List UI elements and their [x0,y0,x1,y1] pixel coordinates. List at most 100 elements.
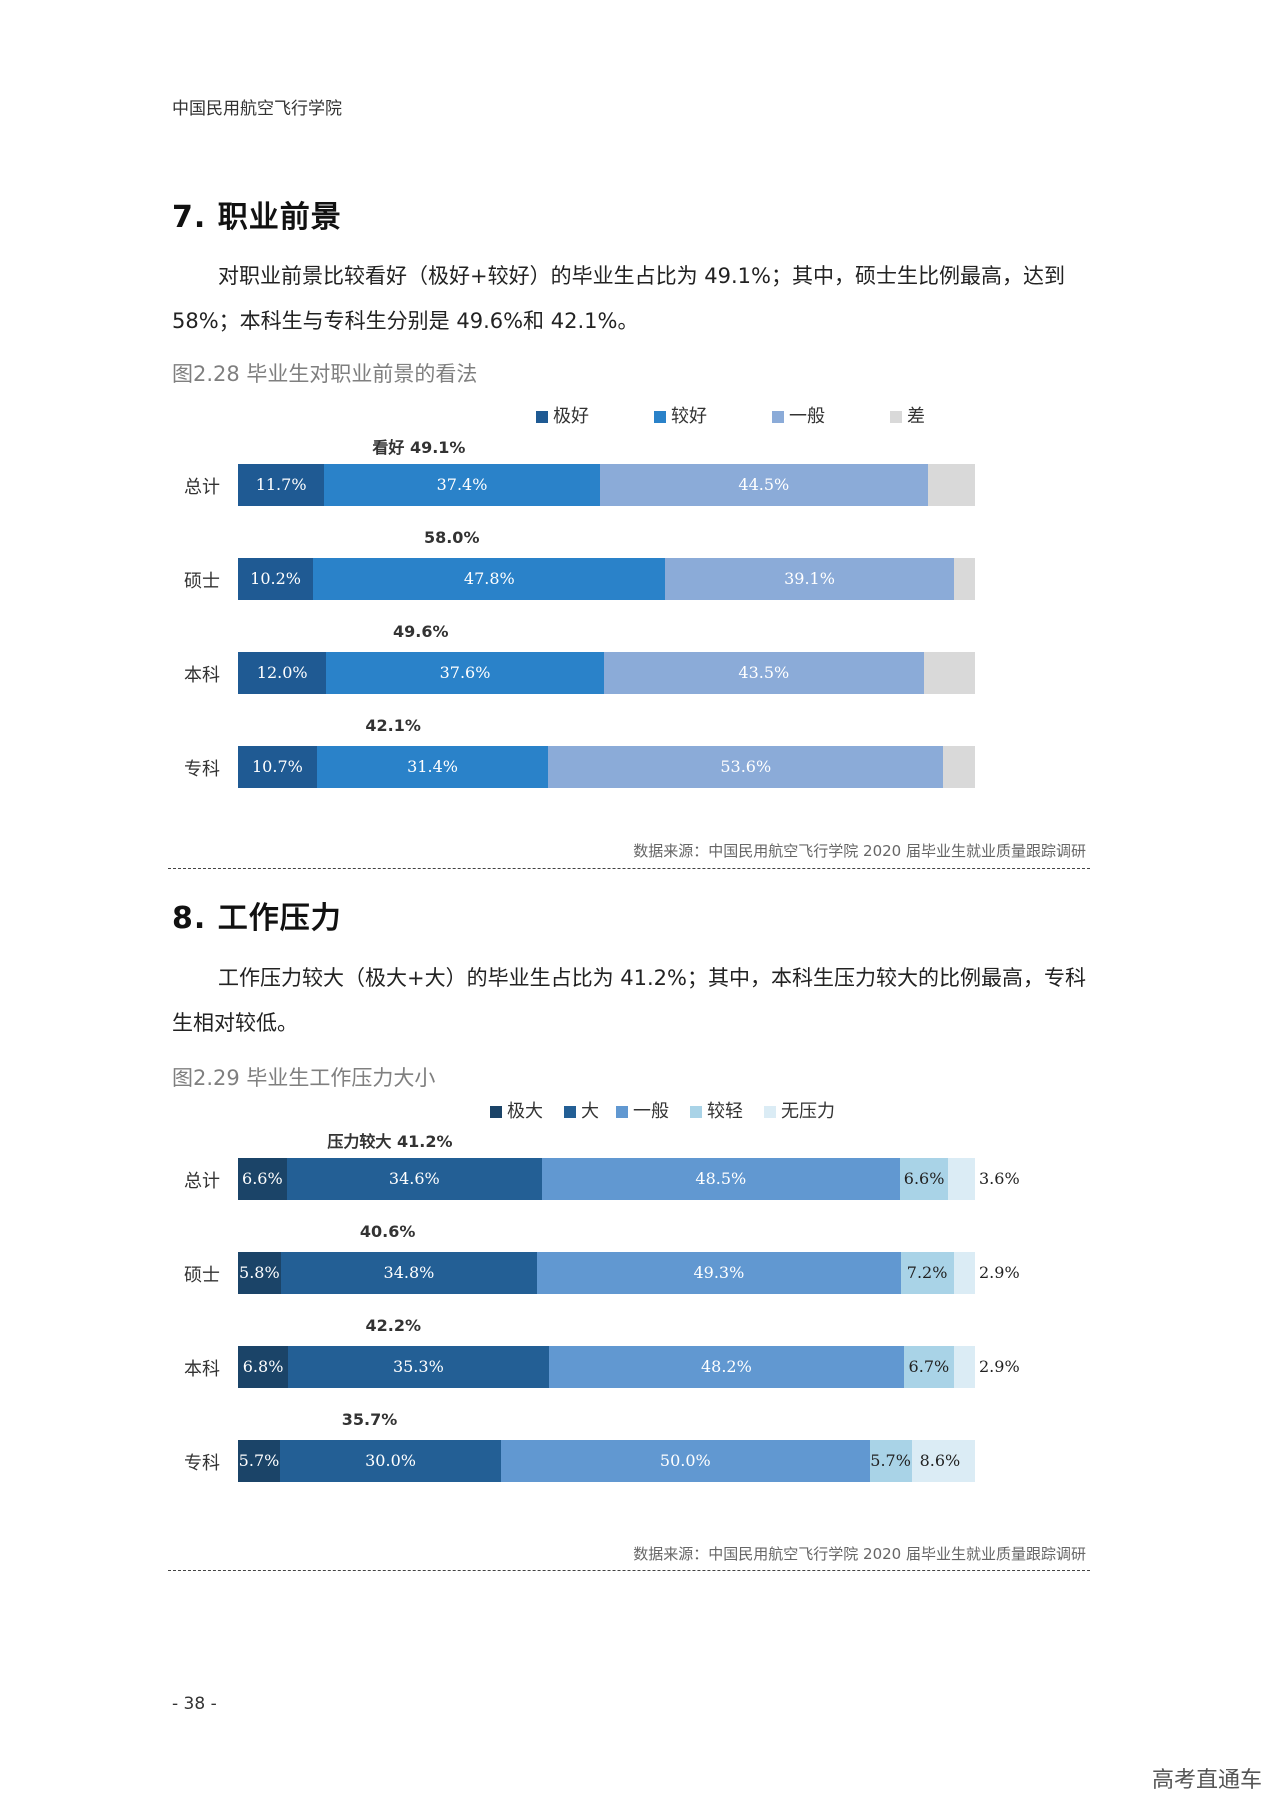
bar-segment: 30.0% [280,1440,502,1482]
data-label: 50.0% [659,1451,711,1470]
aggregate-label: 压力较大 41.2% [327,1132,453,1151]
legend-label: 一般 [633,1101,669,1122]
data-label: 6.6% [242,1169,283,1188]
legend-item: 极好 [536,402,589,428]
bar-segment: 11.7% [238,464,325,506]
legend-swatch [890,411,902,423]
aggregate-label: 49.6% [393,622,449,641]
bar-segment: 37.6% [326,652,604,694]
bar-segment: 44.5% [599,464,928,506]
data-label: 11.7% [255,475,307,494]
legend-swatch [764,1106,776,1118]
stacked-bar: 6.8% 35.3% 48.2% 6.7% [238,1346,975,1388]
bar-segment: 5.7% [869,1440,912,1482]
data-source-note: 数据来源：中国民用航空飞行学院 2020 届毕业生就业质量跟踪调研 [633,1545,1086,1563]
category-label: 专科 [184,759,220,780]
data-label: 35.3% [392,1357,444,1376]
bar-segment: 34.6% [286,1158,542,1200]
data-label: 8.6% [919,1451,961,1470]
data-label: 44.5% [738,475,790,494]
data-label: 6.8% [242,1357,284,1376]
legend-item: 极大 [490,1097,543,1123]
legend-item: 较轻 [690,1097,743,1123]
figure-title-2-29: 图2.29 毕业生工作压力大小 [172,1066,436,1090]
data-label: 47.8% [463,569,515,588]
data-label: 10.2% [250,569,301,588]
legend-label: 差 [907,406,925,427]
bar-segment: 7.2% [900,1252,954,1294]
legend-label: 较好 [671,406,707,427]
data-label: 49.3% [693,1263,745,1282]
stacked-bar: 12.0% 37.6% 43.5% [238,652,975,694]
legend-item: 差 [890,402,925,428]
bar-segment [943,746,975,788]
data-label: 12.0% [256,663,308,682]
bar-segment [924,652,975,694]
bar-segment: 6.7% [904,1346,954,1388]
bar-segment: 48.2% [548,1346,905,1388]
bar-segment: 31.4% [316,746,549,788]
section-paragraph-work-pressure: 工作压力较大（极大+大）的毕业生占比为 41.2%；其中，本科生压力较大的比例最… [172,956,1102,1046]
aggregate-label: 42.1% [365,716,421,735]
data-source-note: 数据来源：中国民用航空飞行学院 2020 届毕业生就业质量跟踪调研 [633,842,1086,860]
bar-segment [948,1158,975,1200]
legend-item: 较好 [654,402,707,428]
figure-title-2-28: 图2.28 毕业生对职业前景的看法 [172,362,478,386]
legend-item: 一般 [772,402,825,428]
stacked-bar: 5.7% 30.0% 50.0% 5.7% [238,1440,975,1482]
legend-label: 极大 [507,1101,543,1122]
stacked-bar: 10.7% 31.4% 53.6% [238,746,975,788]
bar-segment: 10.2% [238,558,314,600]
legend-swatch [654,411,666,423]
data-label: 37.4% [436,475,488,494]
section-divider [168,1570,1090,1571]
bar-segment: 5.7% [238,1440,280,1482]
legend-swatch [772,411,784,423]
document-header: 中国民用航空飞行学院 [172,99,342,119]
legend-label: 较轻 [707,1101,743,1122]
bar-segment: 50.0% [501,1440,870,1482]
data-label: 39.1% [784,569,835,588]
data-label: 2.9% [979,1357,1020,1376]
legend-label: 一般 [789,406,825,427]
data-label: 5.7% [238,1451,280,1470]
bar-segment: 5.8% [238,1252,281,1294]
data-label: 48.2% [700,1357,752,1376]
data-label: 7.2% [906,1263,948,1282]
stacked-bar: 6.6% 34.6% 48.5% 6.6% [238,1158,975,1200]
bar-segment: 53.6% [548,746,944,788]
aggregate-label: 42.2% [365,1316,422,1335]
data-label: 2.9% [979,1263,1020,1282]
data-label: 48.5% [695,1169,747,1188]
section-divider [168,868,1090,869]
bar-segment: 35.3% [288,1346,549,1388]
legend-swatch [616,1106,628,1118]
bar-segment: 43.5% [603,652,925,694]
legend-swatch [690,1106,702,1118]
stacked-bar: 5.8% 34.8% 49.3% 7.2% [238,1252,975,1294]
legend-item: 大 [564,1097,599,1123]
section-paragraph-career-prospects: 对职业前景比较看好（极好+较好）的毕业生占比为 49.1%；其中，硕士生比例最高… [172,254,1102,344]
data-label: 43.5% [738,663,790,682]
bar-segment: 39.1% [665,558,954,600]
category-label: 总计 [184,1171,220,1192]
bar-segment: 6.6% [238,1158,287,1200]
bar-segment: 49.3% [537,1252,901,1294]
data-label: 6.6% [903,1169,945,1188]
watermark-text: 高考直通车 [1151,1768,1262,1793]
stacked-bar: 11.7% 37.4% 44.5% [238,464,975,506]
bar-segment [927,464,975,506]
category-label: 专科 [184,1453,220,1474]
data-label: 31.4% [407,757,458,776]
category-label: 本科 [184,1359,220,1380]
data-label: 34.8% [383,1263,435,1282]
legend-swatch [536,411,548,423]
aggregate-label: 35.7% [341,1410,398,1429]
category-label: 硕士 [184,1265,220,1286]
legend-swatch [564,1106,576,1118]
bar-segment [911,1440,975,1482]
bar-segment [953,558,975,600]
legend-label: 极好 [553,406,589,427]
bar-segment: 47.8% [313,558,666,600]
legend-swatch [490,1106,502,1118]
